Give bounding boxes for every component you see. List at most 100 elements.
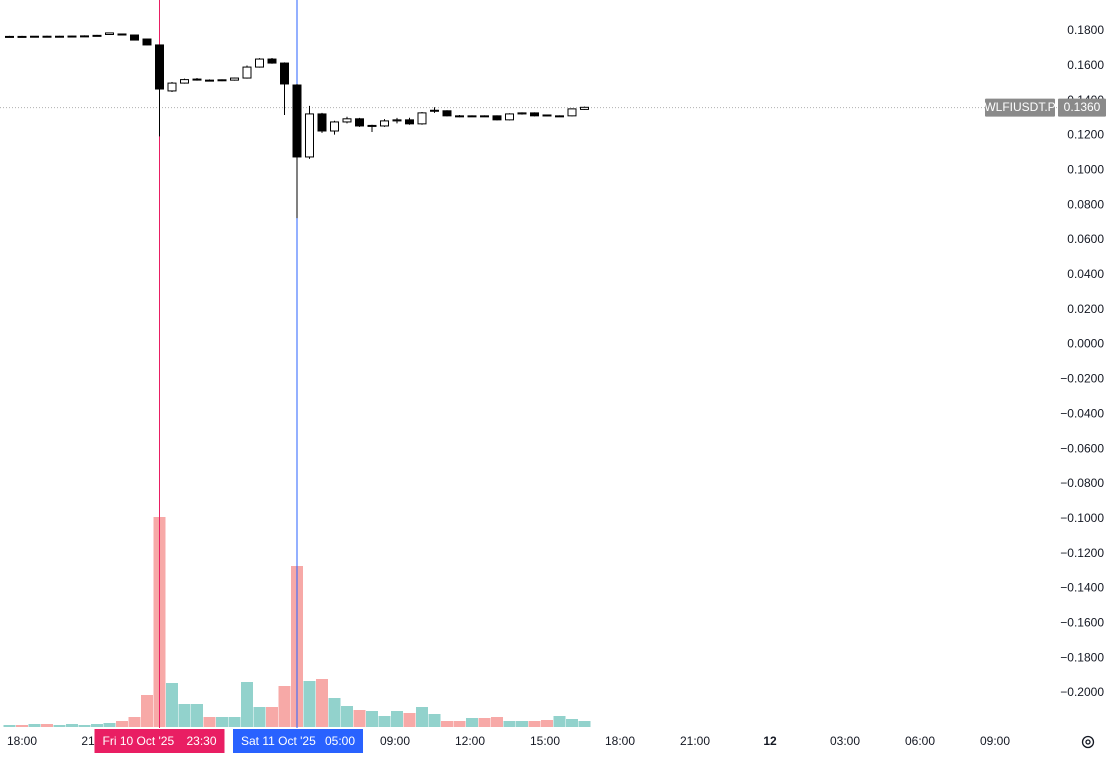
candle-body xyxy=(542,114,552,117)
volume-bar xyxy=(328,698,341,727)
gear-ring xyxy=(1081,735,1095,749)
y-tick-label: 0.1800 xyxy=(1067,23,1104,37)
candle-body xyxy=(280,62,289,85)
y-tick-label: 0.0400 xyxy=(1067,267,1104,281)
candle-body xyxy=(55,35,64,38)
volume-bar xyxy=(3,725,16,727)
symbol-label: WLFIUSDT.P xyxy=(984,100,1055,114)
candle-body xyxy=(67,35,77,38)
candle-body xyxy=(492,115,502,121)
candle-body xyxy=(242,66,252,79)
y-tick-label: −0.2000 xyxy=(1060,685,1104,699)
candle-body xyxy=(517,112,527,115)
volume-bar xyxy=(491,717,503,727)
volume-bar xyxy=(403,713,416,727)
volume-bar xyxy=(103,723,116,727)
volume-bar xyxy=(578,721,591,727)
volume-bar xyxy=(416,707,428,727)
candle-body xyxy=(92,34,102,37)
candle-body xyxy=(80,35,89,38)
crosshair-date: Sat 11 Oct '25 xyxy=(241,734,316,748)
candle-body xyxy=(42,35,52,38)
y-tick-label: 0.1000 xyxy=(1067,163,1104,177)
candle-body xyxy=(155,44,164,90)
candle-body xyxy=(455,115,464,118)
candle-body xyxy=(342,118,352,123)
volume-bar xyxy=(91,724,103,727)
volume-bar xyxy=(191,704,203,727)
symbol-label-box xyxy=(985,98,1055,117)
crosshair-label-box xyxy=(233,729,363,753)
candle-body xyxy=(130,34,139,41)
candle-body xyxy=(142,38,152,46)
volume-bar xyxy=(341,706,353,727)
volume-bar xyxy=(16,725,28,727)
price-label: 0.1360 xyxy=(1064,100,1101,114)
volume-bar xyxy=(228,717,241,727)
y-tick-label: 0.0600 xyxy=(1067,232,1104,246)
volume-bar xyxy=(28,724,41,727)
candle-body xyxy=(330,121,339,132)
volume-bar xyxy=(303,681,316,727)
x-tick-label: 18:00 xyxy=(605,734,635,748)
price-label-box xyxy=(1058,98,1106,117)
candle-body xyxy=(405,119,414,125)
x-tick-label: 12:00 xyxy=(455,734,485,748)
volume-bar xyxy=(78,725,91,727)
gear-hub xyxy=(1085,739,1091,745)
volume-bar xyxy=(478,718,491,727)
volume-bar xyxy=(216,717,228,727)
candle-body xyxy=(442,110,452,117)
candle-body xyxy=(105,32,114,35)
y-tick-label: −0.0800 xyxy=(1060,476,1104,490)
candle-body xyxy=(217,79,227,82)
volume-bar xyxy=(503,721,516,727)
y-tick-label: 0.0000 xyxy=(1067,337,1104,351)
volume-bar xyxy=(66,724,78,727)
y-tick-label: −0.0600 xyxy=(1060,441,1104,455)
candle-body xyxy=(555,115,564,118)
candle-body xyxy=(167,82,177,92)
candle-body xyxy=(317,113,327,132)
y-tick-label: −0.0200 xyxy=(1060,372,1104,386)
crosshair-time: 05:00 xyxy=(325,734,355,748)
y-tick-label: 0.0200 xyxy=(1067,302,1104,316)
volume-bar xyxy=(203,717,216,727)
candle-body xyxy=(580,106,589,110)
volume-bar xyxy=(278,686,291,727)
x-tick-label: 06:00 xyxy=(905,734,935,748)
candle-body xyxy=(30,35,39,38)
volume-bar xyxy=(428,714,441,727)
crosshair-time: 23:30 xyxy=(186,734,216,748)
x-tick-label: 03:00 xyxy=(830,734,860,748)
candle-body xyxy=(180,79,189,84)
volume-bar xyxy=(253,707,266,727)
candle-body xyxy=(292,84,302,158)
y-tick-label: −0.0400 xyxy=(1060,406,1104,420)
candle-body xyxy=(467,115,477,118)
volume-bar xyxy=(166,683,178,727)
volume-bar xyxy=(566,719,578,727)
y-tick-label: −0.1200 xyxy=(1060,546,1104,560)
candle-body xyxy=(530,112,539,117)
candle-body xyxy=(367,124,377,127)
candle-body xyxy=(205,79,214,82)
x-tick-label: 12 xyxy=(763,734,777,748)
volume-bar xyxy=(378,716,391,727)
candle-body xyxy=(255,58,264,68)
candle-body xyxy=(430,109,439,112)
volume-bar xyxy=(316,679,328,727)
settings-icon[interactable] xyxy=(1081,735,1095,749)
candle-body xyxy=(392,119,402,122)
candle-body xyxy=(480,115,489,118)
candle-body xyxy=(355,118,364,127)
candle-body xyxy=(17,35,27,38)
volume-bar xyxy=(353,710,366,727)
candle-body xyxy=(192,78,202,81)
candle-body xyxy=(417,112,427,125)
volume-bar xyxy=(466,718,478,727)
y-tick-label: −0.1400 xyxy=(1060,581,1104,595)
candle-body xyxy=(305,113,314,158)
volume-bar xyxy=(541,720,553,727)
